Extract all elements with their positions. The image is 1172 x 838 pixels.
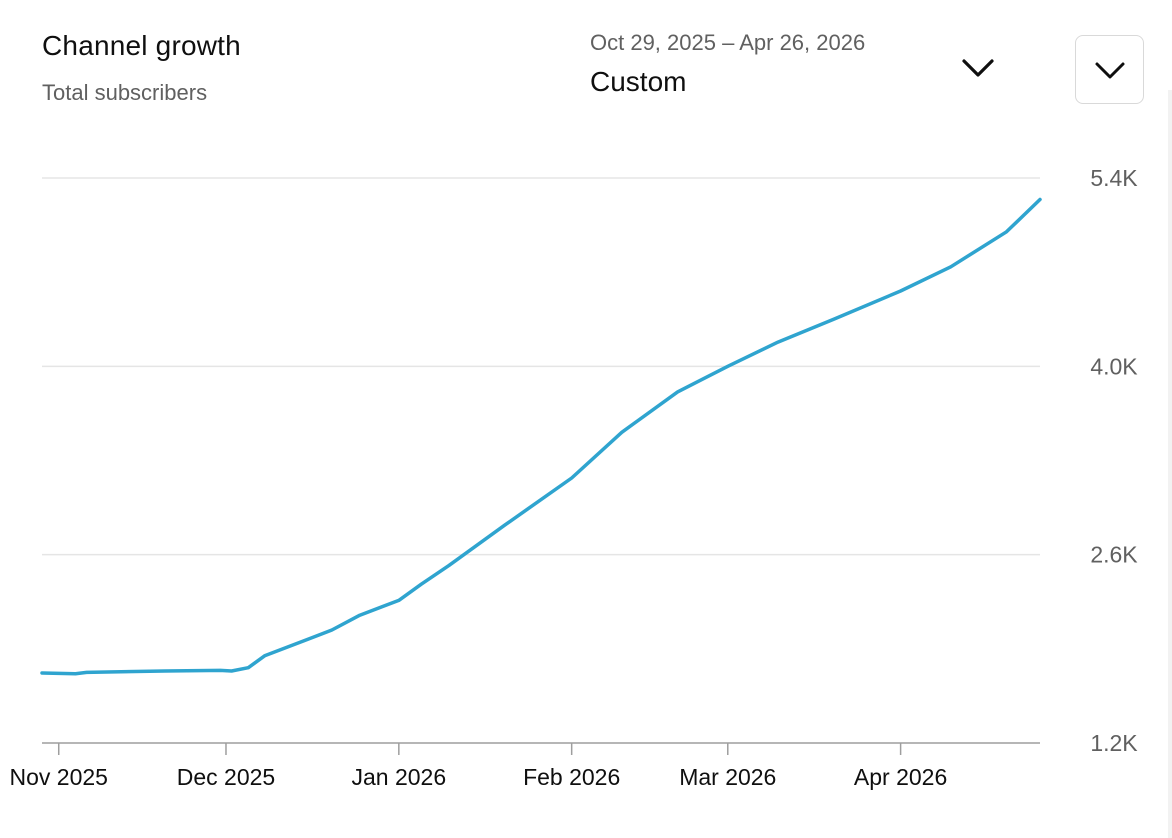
y-tick-label: 5.4K xyxy=(1090,165,1138,191)
chevron-down-icon xyxy=(1095,62,1125,79)
y-tick-label: 1.2K xyxy=(1090,730,1138,756)
date-range-text: Oct 29, 2025 – Apr 26, 2026 xyxy=(590,30,866,55)
y-tick-label: 4.0K xyxy=(1090,353,1138,379)
x-tick-label: Mar 2026 xyxy=(679,764,776,790)
x-tick-label: Feb 2026 xyxy=(523,764,620,790)
x-tick-label: Nov 2025 xyxy=(9,764,107,790)
menu-button[interactable] xyxy=(1075,35,1144,104)
chevron-down-icon xyxy=(962,59,994,77)
y-tick-label: 2.6K xyxy=(1090,542,1138,568)
x-tick-label: Apr 2026 xyxy=(854,764,947,790)
x-tick-label: Jan 2026 xyxy=(352,764,447,790)
x-tick-label: Dec 2025 xyxy=(177,764,275,790)
date-range-label: Custom xyxy=(590,66,687,97)
date-range-dropdown[interactable]: Oct 29, 2025 – Apr 26, 2026 Custom xyxy=(575,18,1015,110)
chart-subtitle: Total subscribers xyxy=(42,80,208,105)
scrollbar-edge xyxy=(1168,90,1172,838)
series-line xyxy=(40,197,1042,676)
chart-title: Channel growth xyxy=(42,30,241,61)
